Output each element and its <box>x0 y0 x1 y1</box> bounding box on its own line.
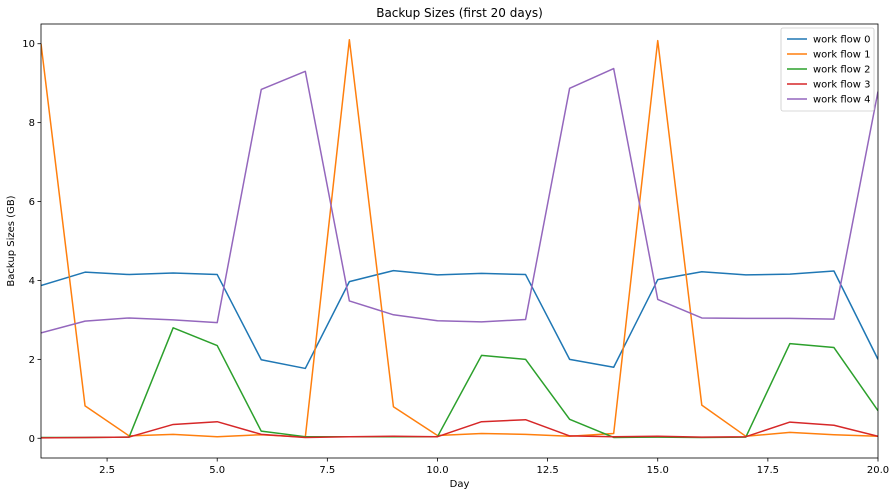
series-layer <box>41 39 878 439</box>
x-tick-label: 17.5 <box>757 465 779 476</box>
chart-title: Backup Sizes (first 20 days) <box>376 6 543 20</box>
x-tick-label: 15.0 <box>647 465 669 476</box>
legend-label-1: work flow 1 <box>813 50 871 61</box>
legend-label-4: work flow 4 <box>813 95 871 106</box>
legend-box <box>780 27 875 112</box>
y-axis-label: Backup Sizes (GB) <box>6 195 17 286</box>
legend: work flow 0 work flow 1 work flow 2 work fl… <box>780 27 875 112</box>
y-tick-label: 4 <box>29 276 35 287</box>
x-axis-label: Day <box>450 479 470 490</box>
series-line-3 <box>41 418 878 439</box>
x-tick-label: 5.0 <box>209 465 225 476</box>
y-tick-label: 6 <box>29 197 35 208</box>
x-tick-label: 10.0 <box>426 465 448 476</box>
series-line-0 <box>41 269 878 370</box>
x-tick-label: 12.5 <box>536 465 558 476</box>
x-axis-ticks: 2.5 5.0 7.5 10.0 12.5 15.0 17.5 20.0 <box>99 458 889 476</box>
x-tick-label: 20.0 <box>867 465 889 476</box>
legend-label-0: work flow 0 <box>813 35 871 46</box>
x-tick-label: 2.5 <box>99 465 115 476</box>
plot-area <box>41 24 878 458</box>
legend-label-3: work flow 3 <box>813 80 871 91</box>
series-line-4 <box>41 67 878 334</box>
legend-label-2: work flow 2 <box>813 65 871 76</box>
y-tick-label: 8 <box>29 118 35 129</box>
series-line-1 <box>41 39 878 438</box>
y-tick-label: 0 <box>29 434 35 445</box>
y-tick-label: 2 <box>29 355 35 366</box>
y-axis-ticks: 0 2 4 6 8 10 <box>22 39 41 445</box>
y-tick-label: 10 <box>22 39 35 50</box>
plot-frame <box>40 23 879 459</box>
x-tick-label: 7.5 <box>319 465 335 476</box>
